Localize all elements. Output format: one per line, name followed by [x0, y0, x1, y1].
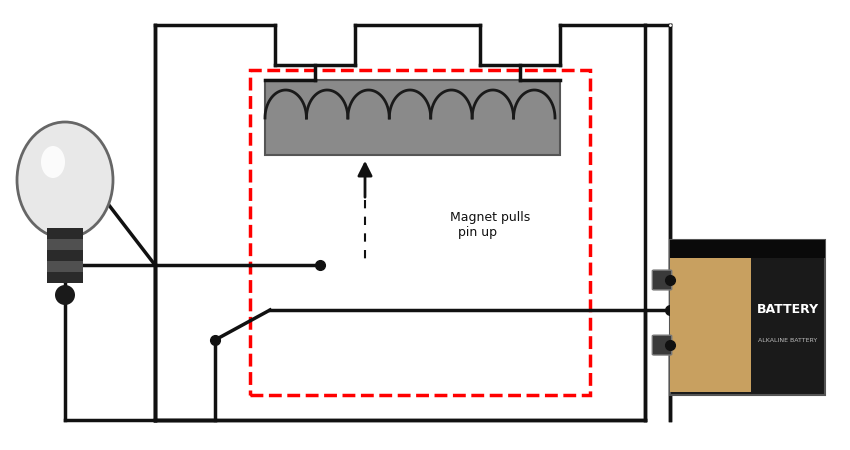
- Bar: [47, 272, 83, 283]
- Bar: [47, 261, 83, 272]
- Bar: [47, 228, 83, 239]
- Ellipse shape: [55, 285, 75, 305]
- Text: BATTERY: BATTERY: [756, 303, 819, 316]
- Bar: [47, 250, 83, 261]
- Bar: [670, 240, 825, 258]
- Text: Magnet pulls
  pin up: Magnet pulls pin up: [450, 211, 530, 239]
- Bar: [47, 239, 83, 250]
- Text: ALKALINE BATTERY: ALKALINE BATTERY: [758, 338, 818, 343]
- Bar: [250, 70, 590, 395]
- Ellipse shape: [41, 146, 65, 178]
- Bar: [670, 240, 825, 395]
- FancyBboxPatch shape: [652, 270, 672, 290]
- Bar: [265, 80, 560, 155]
- Bar: [670, 243, 751, 392]
- FancyBboxPatch shape: [652, 335, 672, 355]
- Ellipse shape: [17, 122, 113, 238]
